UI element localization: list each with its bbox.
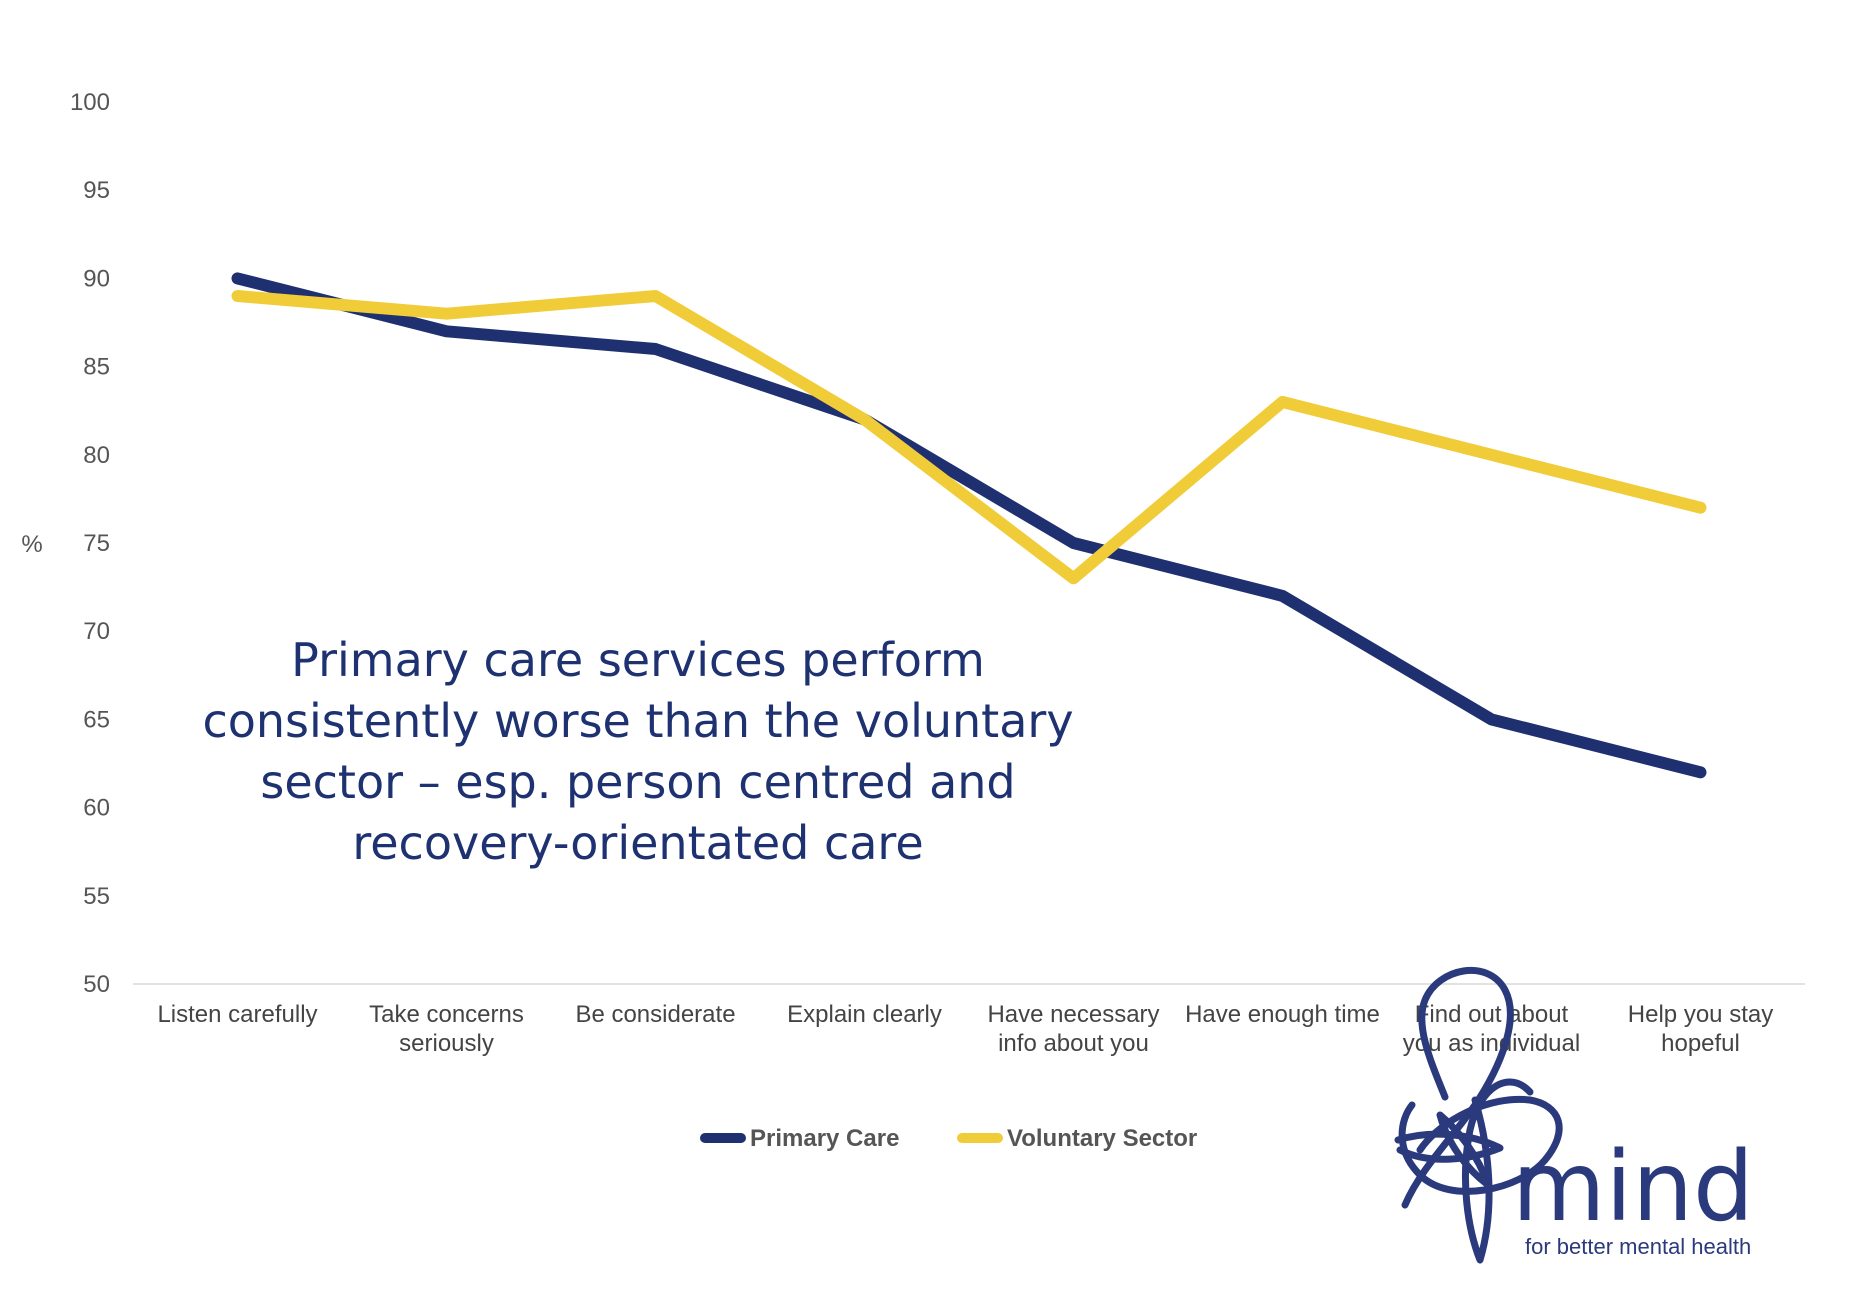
y-tick-label: 90 (83, 265, 110, 292)
x-tick-label-line: info about you (998, 1030, 1149, 1057)
mind-logo-tagline: for better mental health (1525, 1234, 1751, 1259)
legend: Primary Care Voluntary Sector (700, 1125, 1197, 1152)
x-tick-label-line: Take concerns (369, 1001, 524, 1028)
mind-logo: mind for better mental health (1394, 966, 1754, 1264)
y-tick-label: 80 (83, 442, 110, 469)
x-tick-label-line: hopeful (1661, 1030, 1740, 1057)
x-tick-label-line: Have enough time (1185, 1001, 1380, 1028)
x-tick-label: Explain clearly (787, 1001, 942, 1028)
y-tick-label: 50 (83, 971, 110, 998)
y-tick-label: 65 (83, 706, 110, 733)
series-line-voluntary-sector (231, 290, 1707, 585)
x-tick-label: Have enough time (1185, 1001, 1380, 1028)
mind-logo-word: mind (1512, 1131, 1754, 1243)
x-tick-label-line: Explain clearly (787, 1001, 942, 1028)
y-axis-ticks: 100 95 90 85 80 75 70 65 60 55 50 (70, 89, 110, 998)
legend-label: Voluntary Sector (1007, 1125, 1197, 1152)
y-tick-label: 85 (83, 354, 110, 381)
y-tick-label: 75 (83, 530, 110, 557)
x-tick-label-line: Help you stay (1628, 1001, 1773, 1028)
x-tick-label-line: seriously (399, 1030, 494, 1057)
x-tick-label: Listen carefully (157, 1001, 317, 1028)
y-tick-label: 60 (83, 795, 110, 822)
x-tick-label: Have necessary info about you (987, 1001, 1159, 1057)
mind-logo-knot-icon (1394, 966, 1563, 1264)
annotation-line: consistently worse than the voluntary (202, 694, 1073, 748)
y-tick-label: 70 (83, 618, 110, 645)
x-tick-label-line: Be considerate (575, 1001, 735, 1028)
chart-annotation: Primary care services perform consistentl… (202, 633, 1073, 870)
x-tick-label-line: Find out about (1415, 1001, 1569, 1028)
legend-label: Primary Care (750, 1125, 899, 1152)
annotation-line: sector – esp. person centred and (260, 755, 1015, 809)
y-tick-label: 55 (83, 883, 110, 910)
annotation-line: recovery-orientated care (352, 816, 923, 870)
x-tick-label-line: Have necessary (987, 1001, 1159, 1028)
x-tick-label-line: Listen carefully (157, 1001, 317, 1028)
series-line-primary-care (231, 272, 1707, 779)
y-tick-label: 95 (83, 177, 110, 204)
x-tick-label: Help you stay hopeful (1628, 1001, 1773, 1057)
series-lines (231, 272, 1707, 779)
y-axis-label: % (21, 531, 42, 558)
x-tick-label: Find out about you as individual (1403, 1001, 1580, 1057)
x-tick-label: Be considerate (575, 1001, 735, 1028)
x-axis-labels: Listen carefully Take concerns seriously Be… (157, 1001, 1773, 1057)
x-tick-label: Take concerns seriously (369, 1001, 524, 1057)
annotation-line: Primary care services perform (291, 633, 985, 687)
y-tick-label: 100 (70, 89, 110, 116)
x-tick-label-line: you as individual (1403, 1030, 1580, 1057)
